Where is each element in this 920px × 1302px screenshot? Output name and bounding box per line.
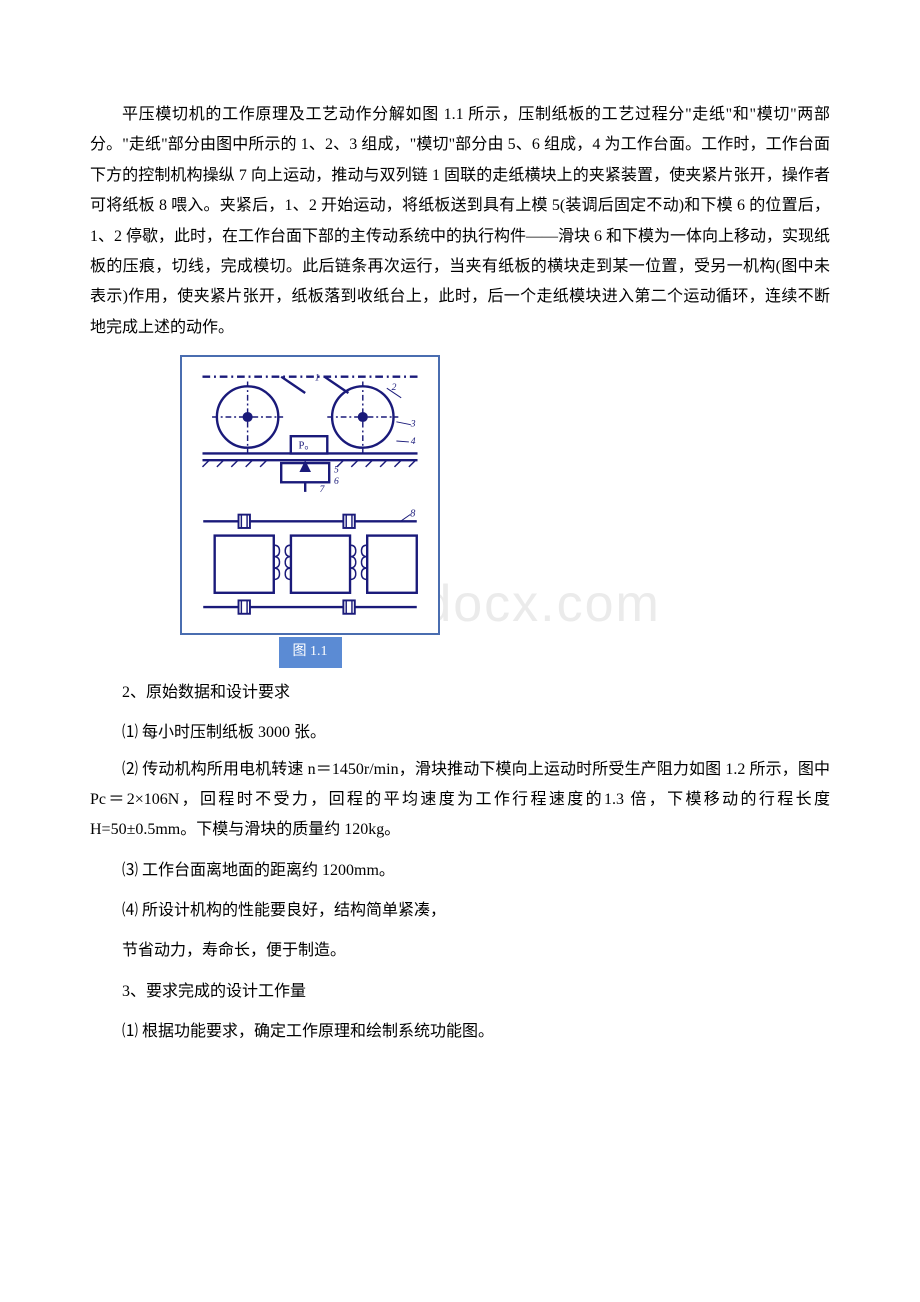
- requirement-item-4: ⑷ 所设计机构的性能要良好，结构简单紧凑，: [90, 896, 830, 926]
- intro-paragraph: 平压模切机的工作原理及工艺动作分解如图 1.1 所示，压制纸板的工艺过程分"走纸…: [90, 100, 830, 343]
- svg-text:8: 8: [410, 508, 416, 519]
- requirement-item-2: ⑵ 传动机构所用电机转速 n＝1450r/min，滑块推动下模向上运动时所受生产…: [90, 755, 830, 846]
- svg-text:1: 1: [315, 373, 320, 384]
- document-content: 平压模切机的工作原理及工艺动作分解如图 1.1 所示，压制纸板的工艺过程分"走纸…: [90, 100, 830, 1048]
- svg-text:4: 4: [411, 436, 416, 447]
- svg-text:P。: P。: [298, 441, 314, 452]
- section-3-title: 3、要求完成的设计工作量: [90, 977, 830, 1007]
- requirement-item-4b: 节省动力，寿命长，便于制造。: [90, 936, 830, 966]
- svg-text:6: 6: [334, 477, 339, 488]
- section-2-title: 2、原始数据和设计要求: [90, 678, 830, 708]
- svg-text:5: 5: [334, 465, 339, 476]
- workload-item-1: ⑴ 根据功能要求，确定工作原理和绘制系统功能图。: [90, 1017, 830, 1047]
- figure-1-1-box: P。: [180, 355, 440, 635]
- requirement-item-1: ⑴ 每小时压制纸板 3000 张。: [90, 718, 830, 748]
- figure-caption-row: 图 1.1: [180, 637, 440, 668]
- svg-text:3: 3: [410, 419, 416, 430]
- svg-text:7: 7: [320, 484, 326, 494]
- figure-1-1-container: P。: [180, 355, 440, 668]
- diagram-top-mechanism: P。: [190, 369, 430, 494]
- diagram-bottom-chain: 8: [190, 507, 430, 621]
- figure-1-1-caption: 图 1.1: [279, 637, 342, 668]
- requirement-item-3: ⑶ 工作台面离地面的距离约 1200mm。: [90, 856, 830, 886]
